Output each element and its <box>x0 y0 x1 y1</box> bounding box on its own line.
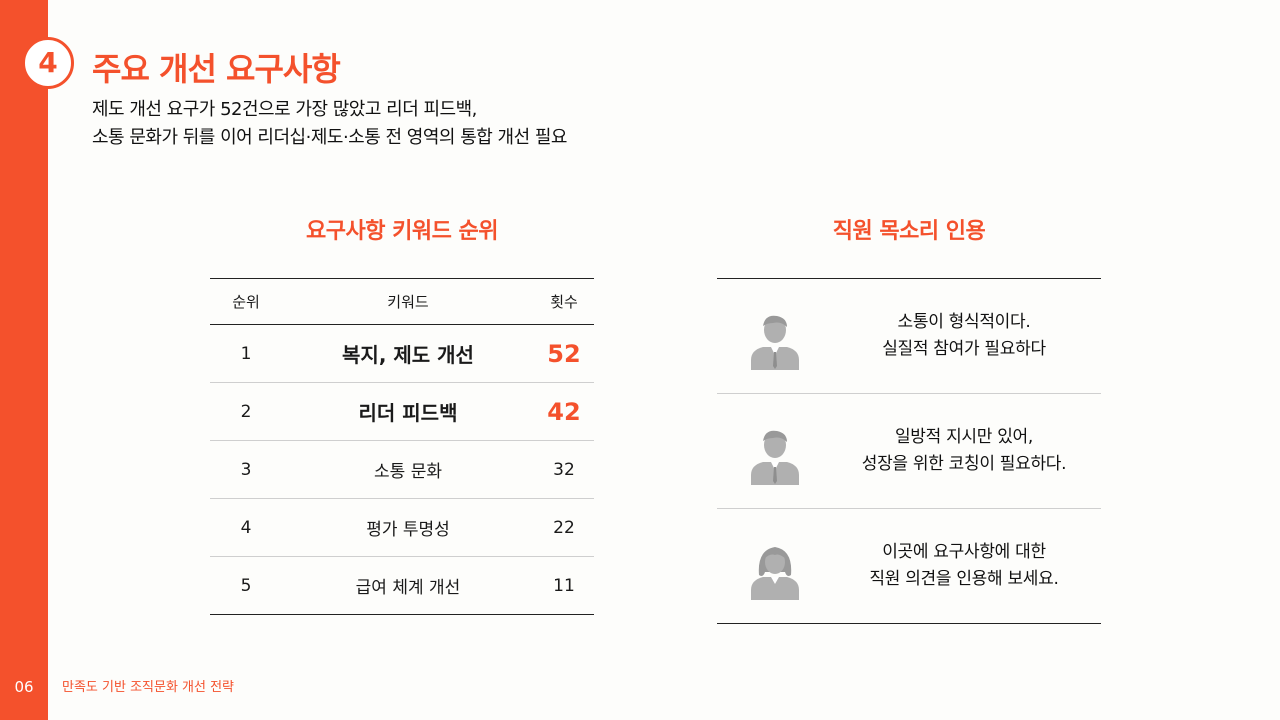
quote-line: 일방적 지시만 있어, <box>894 427 1034 447</box>
row-count: 52 <box>534 324 594 383</box>
document-title: 만족도 기반 조직문화 개선 전략 <box>62 680 235 695</box>
quote-line: 실질적 참여가 필요하다 <box>882 339 1046 359</box>
row-count: 32 <box>534 440 594 499</box>
quote-item: 일방적 지시만 있어, 성장을 위한 코칭이 필요하다. <box>717 394 1101 509</box>
female-employee-icon <box>751 547 799 600</box>
row-rank: 5 <box>210 556 282 615</box>
header-count: 횟수 <box>534 278 594 325</box>
quote-line: 직원 의견을 인용해 보세요. <box>869 569 1059 589</box>
keyword-ranking-table: 순위 키워드 횟수 1 복지, 제도 개선 52 2 리더 피드백 42 3 소… <box>210 278 594 615</box>
quote-line: 성장을 위한 코칭이 필요하다. <box>861 454 1067 474</box>
row-keyword: 복지, 제도 개선 <box>282 324 534 383</box>
table-row: 2 리더 피드백 42 <box>210 382 594 441</box>
summary-line: 소통 문화가 뒤를 이어 리더십·제도·소통 전 영역의 통합 개선 필요 <box>92 127 568 148</box>
row-count: 11 <box>534 556 594 615</box>
section-number-badge: 4 <box>22 37 74 89</box>
employee-quotes-list: 소통이 형식적이다. 실질적 참여가 필요하다 일방적 지시만 있어, 성장을 … <box>717 278 1101 624</box>
table-row: 5 급여 체계 개선 11 <box>210 556 594 615</box>
row-rank: 4 <box>210 498 282 557</box>
page-title: 주요 개선 요구사항 <box>92 50 341 88</box>
row-keyword: 리더 피드백 <box>282 382 534 441</box>
row-count: 42 <box>534 382 594 441</box>
quote-item: 이곳에 요구사항에 대한 직원 의견을 인용해 보세요. <box>717 509 1101 623</box>
page-number: 06 <box>14 678 34 696</box>
quote-line: 이곳에 요구사항에 대한 <box>882 542 1046 562</box>
table-row: 4 평가 투명성 22 <box>210 498 594 557</box>
male-employee-icon <box>751 430 799 485</box>
voices-title: 직원 목소리 인용 <box>832 219 986 244</box>
summary-text: 제도 개선 요구가 52건으로 가장 많았고 리더 피드백, 소통 문화가 뒤를… <box>92 96 568 152</box>
row-rank: 3 <box>210 440 282 499</box>
table-row: 3 소통 문화 32 <box>210 440 594 499</box>
side-accent-bar <box>0 0 48 720</box>
row-keyword: 급여 체계 개선 <box>282 556 534 615</box>
header-keyword: 키워드 <box>282 278 534 325</box>
table-row: 1 복지, 제도 개선 52 <box>210 324 594 383</box>
summary-line: 제도 개선 요구가 52건으로 가장 많았고 리더 피드백, <box>92 99 477 120</box>
quote-item: 소통이 형식적이다. 실질적 참여가 필요하다 <box>717 279 1101 394</box>
header-rank: 순위 <box>210 278 282 325</box>
row-keyword: 평가 투명성 <box>282 498 534 557</box>
row-rank: 1 <box>210 324 282 383</box>
male-employee-icon <box>751 315 799 370</box>
quote-line: 소통이 형식적이다. <box>897 312 1031 332</box>
table-header-row: 순위 키워드 횟수 <box>210 278 594 325</box>
row-rank: 2 <box>210 382 282 441</box>
row-count: 22 <box>534 498 594 557</box>
row-keyword: 소통 문화 <box>282 440 534 499</box>
ranking-title: 요구사항 키워드 순위 <box>306 219 498 244</box>
